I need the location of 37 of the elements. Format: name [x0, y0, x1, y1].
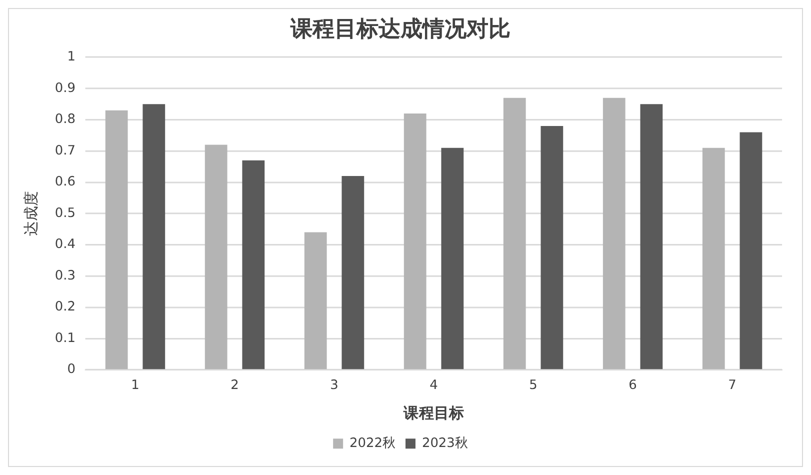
bar [204, 144, 228, 370]
legend-label: 2022秋 [350, 436, 396, 451]
chart-title: 课程目标达成情况对比 [289, 16, 511, 42]
x-tick-label: 2 [230, 378, 239, 393]
x-tick-label: 7 [728, 378, 736, 393]
bar [540, 126, 564, 370]
bar [503, 98, 526, 370]
x-tick-label: 1 [131, 378, 140, 393]
bar [242, 160, 265, 370]
bar [304, 232, 327, 370]
bar [602, 98, 626, 370]
bar [142, 104, 166, 370]
bar [342, 176, 364, 370]
y-tick-label: 0 [67, 362, 76, 378]
y-tick-label: 0.2 [54, 300, 76, 315]
x-tick-label: 4 [430, 378, 438, 393]
y-axis-title: 达成度 [22, 191, 40, 236]
bar [702, 148, 725, 370]
x-tick-label: 5 [529, 378, 538, 393]
y-tick-label: 0.3 [54, 268, 76, 284]
y-tick-label: 0.5 [54, 206, 76, 221]
x-tick-label: 3 [330, 378, 338, 393]
y-tick-label: 1 [67, 50, 76, 65]
y-tick-label: 0.9 [54, 80, 76, 96]
y-tick-label: 0.7 [54, 143, 76, 158]
bar [441, 148, 464, 370]
y-tick-label: 0.6 [54, 174, 76, 190]
y-tick-label: 0.8 [54, 112, 76, 128]
bar [105, 110, 128, 370]
bar [740, 132, 762, 370]
x-axis-title: 课程目标 [402, 404, 464, 422]
legend-label: 2023秋 [422, 436, 468, 451]
y-tick-label: 0.1 [54, 330, 76, 346]
bar [640, 104, 663, 370]
x-tick-label: 6 [628, 378, 637, 393]
y-tick-label: 0.4 [54, 237, 76, 252]
bar [404, 113, 426, 370]
